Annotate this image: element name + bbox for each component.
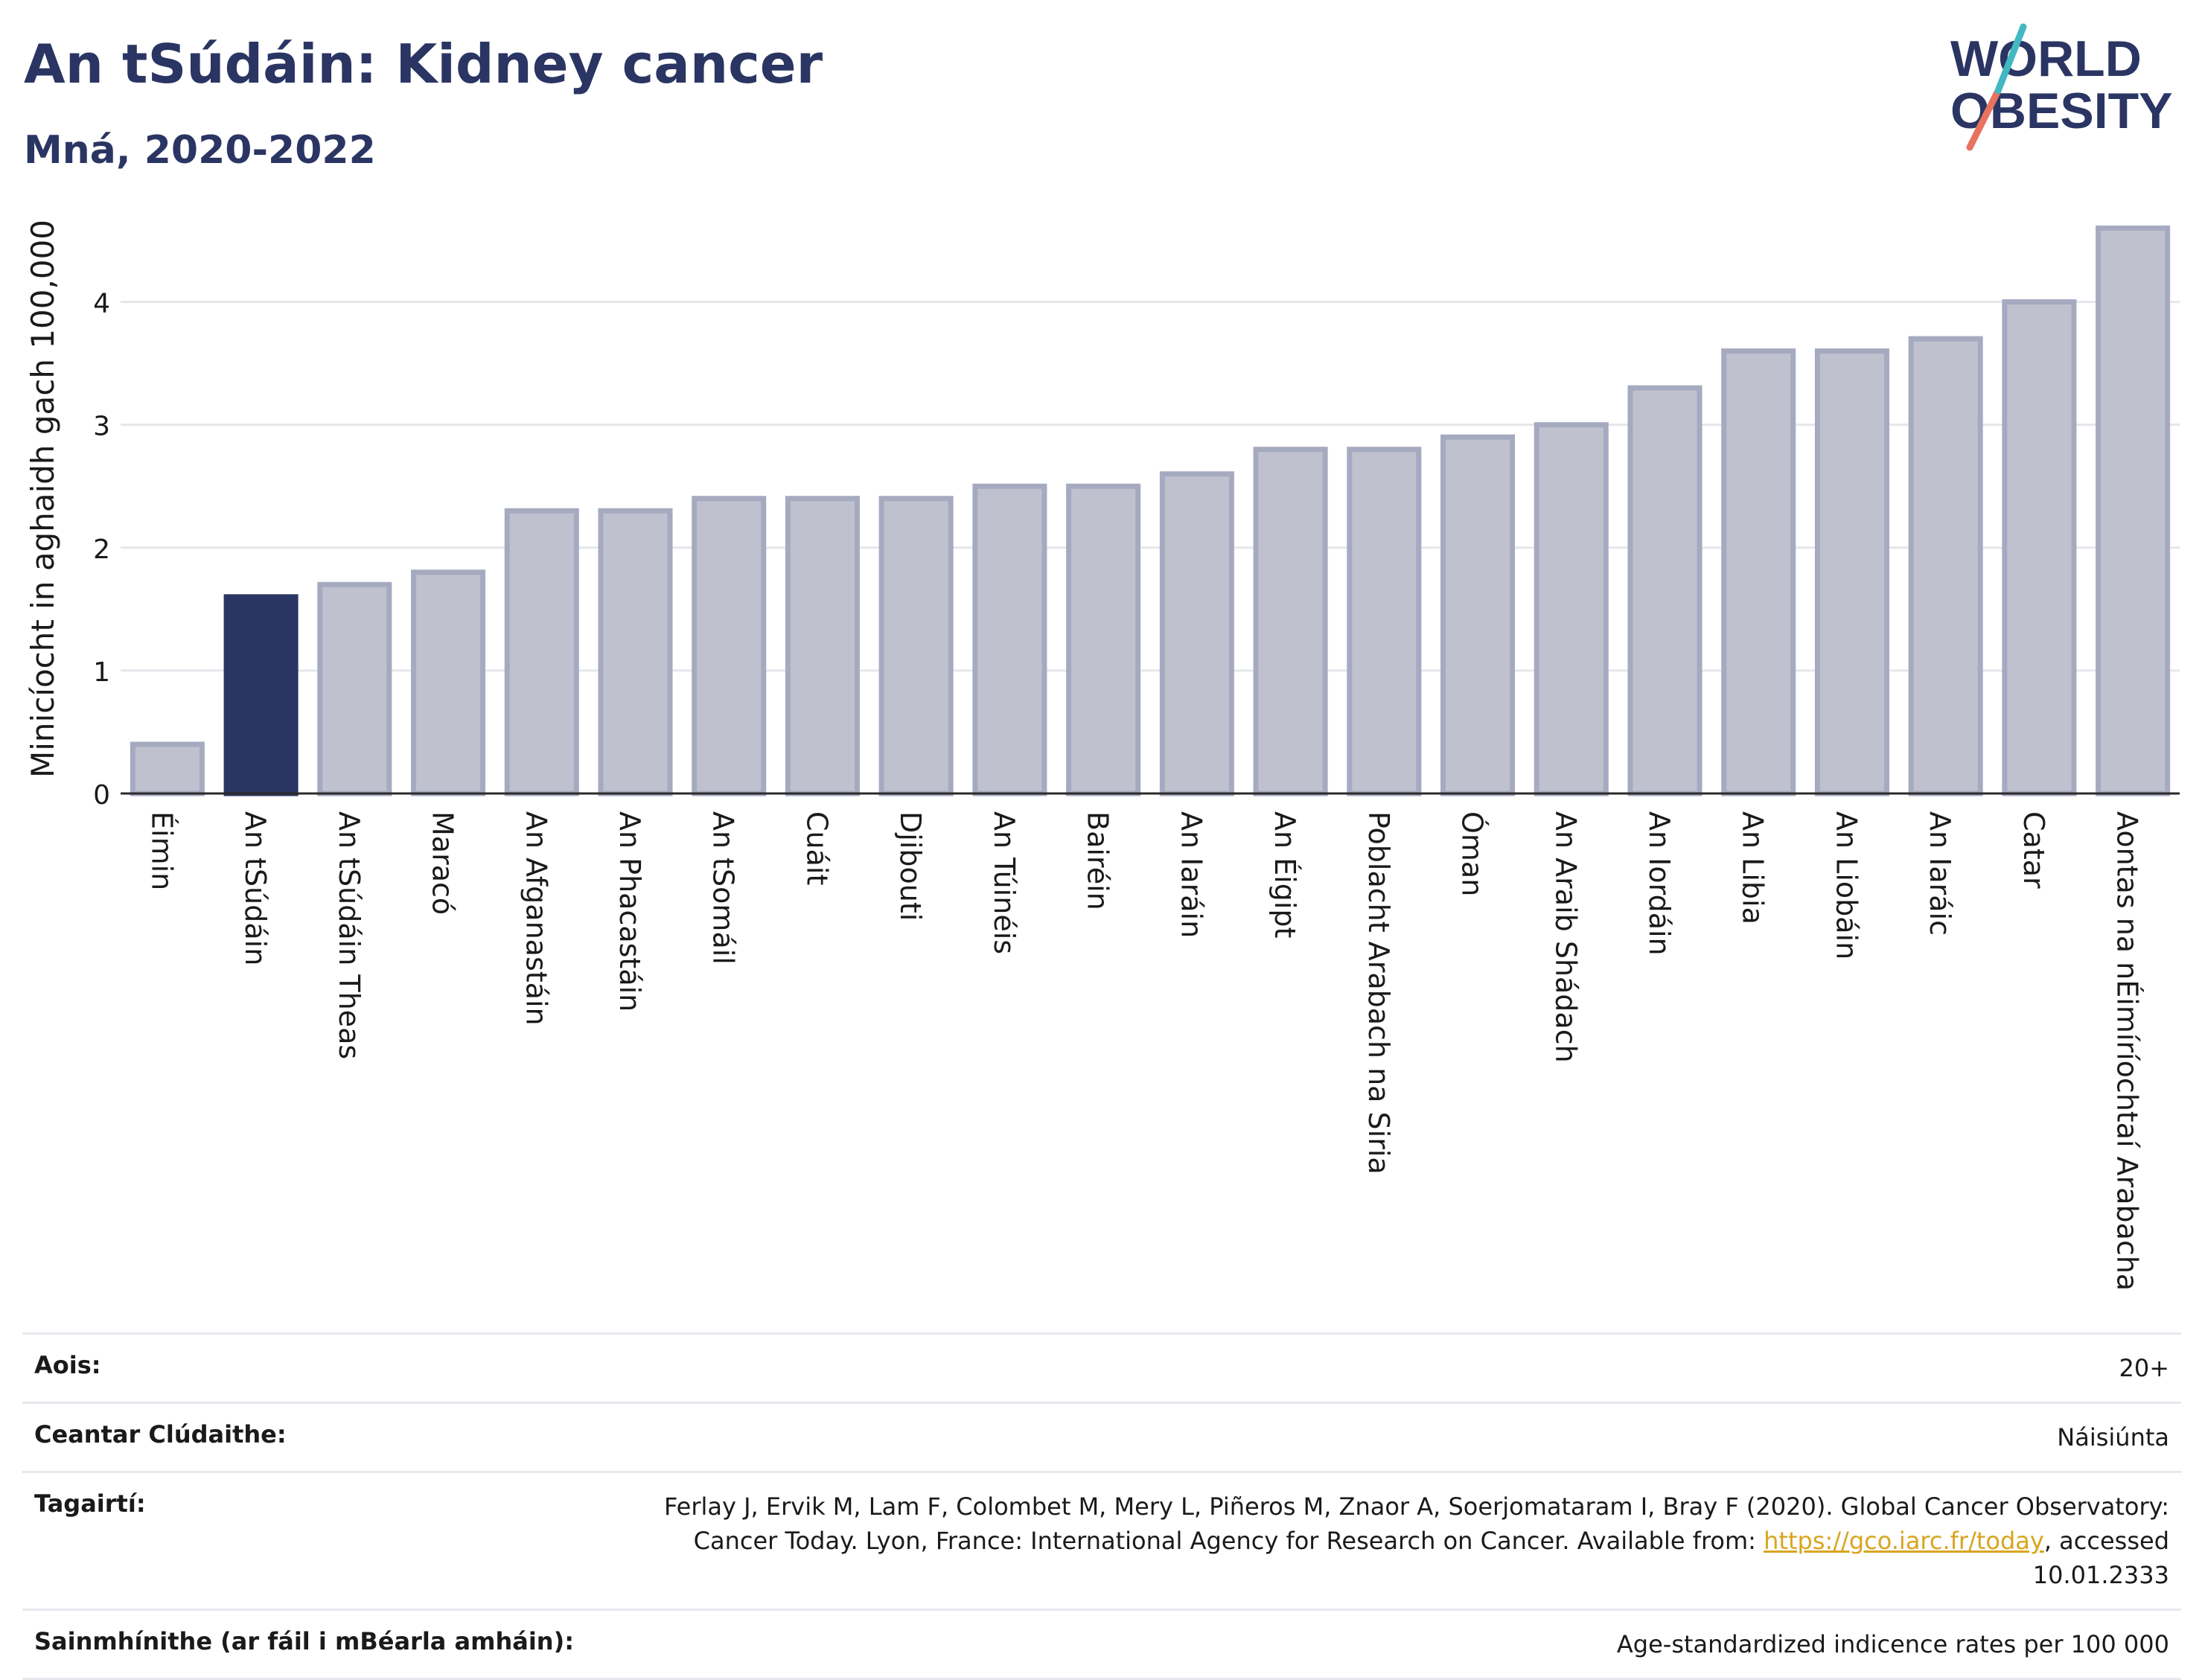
info-value: 20+ <box>2119 1354 2169 1382</box>
tick-labels: 0 1 2 3 4 Éimin An tSúdáin An tSúdáin Theas Mara… <box>93 289 2144 1291</box>
bar <box>504 508 579 796</box>
bar <box>692 496 767 796</box>
bar <box>1347 447 1422 796</box>
bar <box>1253 447 1328 796</box>
info-value-reference: Ferlay J, Ervik M, Lam F, Colombet M, Me… <box>586 1472 2181 1610</box>
x-tick-label: An tSomáil <box>707 811 740 965</box>
bar <box>411 569 486 796</box>
bar <box>2002 299 2077 796</box>
bars <box>130 226 2171 796</box>
info-label: Aois: <box>34 1351 101 1379</box>
reference-link[interactable]: https://gco.iarc.fr/today <box>1764 1527 2044 1555</box>
info-row-definitions: Sainmhínithe (ar fáil i mBéarla amháin):… <box>22 1609 2181 1679</box>
bar <box>878 496 954 796</box>
bar <box>598 508 673 796</box>
bar <box>1627 385 1702 796</box>
y-tick-label: 0 <box>93 780 110 811</box>
x-tick-label: An tSúdáin Theas <box>333 811 366 1059</box>
bar-chart: 0 1 2 3 4 Éimin An tSúdáin An tSúdáin Theas Mara… <box>25 220 2180 1291</box>
x-tick-label: An Liobáin <box>1830 811 1863 959</box>
x-tick-label: An tSúdáin <box>239 811 272 965</box>
y-tick-label: 2 <box>93 534 110 565</box>
chart-subtitle: Mná, 2020-2022 <box>24 128 376 173</box>
reference-text: Ferlay J, Ervik M, Lam F, Colombet M, Me… <box>664 1492 2169 1555</box>
x-tick-label: An Araib Shádach <box>1549 811 1582 1063</box>
x-tick-label: Éimin <box>145 811 178 890</box>
x-tick-label: Bairéin <box>1082 811 1114 910</box>
bar <box>1066 483 1141 796</box>
y-axis-label: Minicíocht in aghaidh gach 100,000 <box>25 220 61 778</box>
x-tick-label: An Iordáin <box>1643 811 1676 956</box>
x-tick-label: An Éigipt <box>1268 811 1301 938</box>
info-label: Sainmhínithe (ar fáil i mBéarla amháin): <box>34 1627 574 1655</box>
x-tick-label: Cuáit <box>800 811 833 885</box>
x-tick-label: Djibouti <box>894 811 927 921</box>
bar <box>785 496 860 796</box>
info-label: Ceantar Clúdaithe: <box>34 1420 287 1449</box>
bar <box>1534 422 1609 796</box>
x-tick-label: An Iaráin <box>1175 811 1207 938</box>
y-tick-label: 1 <box>93 657 110 688</box>
x-tick-label: Poblacht Arabach na Siria <box>1362 811 1395 1175</box>
bar <box>130 741 205 796</box>
bar <box>1440 434 1516 796</box>
x-tick-label: Óman <box>1456 811 1489 896</box>
logo-line1: WORLD <box>1950 31 2142 87</box>
info-row-age: Aois: 20+ <box>22 1333 2181 1403</box>
info-row-references: Tagairtí: Ferlay J, Ervik M, Lam F, Colo… <box>22 1472 2181 1610</box>
x-tick-label: An Libia <box>1737 811 1769 924</box>
info-value: Náisiúnta <box>2057 1423 2169 1451</box>
info-row-coverage: Ceantar Clúdaithe: Náisiúnta <box>22 1402 2181 1472</box>
bar <box>317 581 392 796</box>
x-tick-label: An Túinéis <box>988 811 1021 954</box>
y-tick-label: 4 <box>93 289 110 319</box>
bar <box>1159 471 1234 796</box>
bar <box>2096 226 2171 796</box>
x-tick-label: Aontas na nÉimíríochtaí Arabacha <box>2111 811 2144 1291</box>
x-tick-label: Maracó <box>427 811 459 915</box>
info-value: Age-standardized indicence rates per 100… <box>1616 1630 2169 1658</box>
reference-accessed: , accessed 10.01.2333 <box>2032 1527 2169 1589</box>
bar <box>972 483 1047 796</box>
info-label: Tagairtí: <box>34 1489 146 1518</box>
bar <box>1721 348 1796 796</box>
x-tick-label: An Afganastáin <box>520 811 552 1026</box>
y-tick-label: 3 <box>93 412 110 442</box>
x-tick-label: An Iaráic <box>1924 811 1956 936</box>
x-tick-label: Catar <box>2017 811 2050 889</box>
bar <box>1908 336 1983 796</box>
chart-title: An tSúdáin: Kidney cancer <box>24 33 823 95</box>
bar <box>1814 348 1889 796</box>
bar-highlighted <box>223 594 299 796</box>
world-obesity-logo: WORLD OBESITY <box>1950 23 2173 151</box>
x-tick-label: An Phacastáin <box>613 811 646 1012</box>
info-table: Aois: 20+ Ceantar Clúdaithe: Náisiúnta T… <box>22 1332 2181 1680</box>
